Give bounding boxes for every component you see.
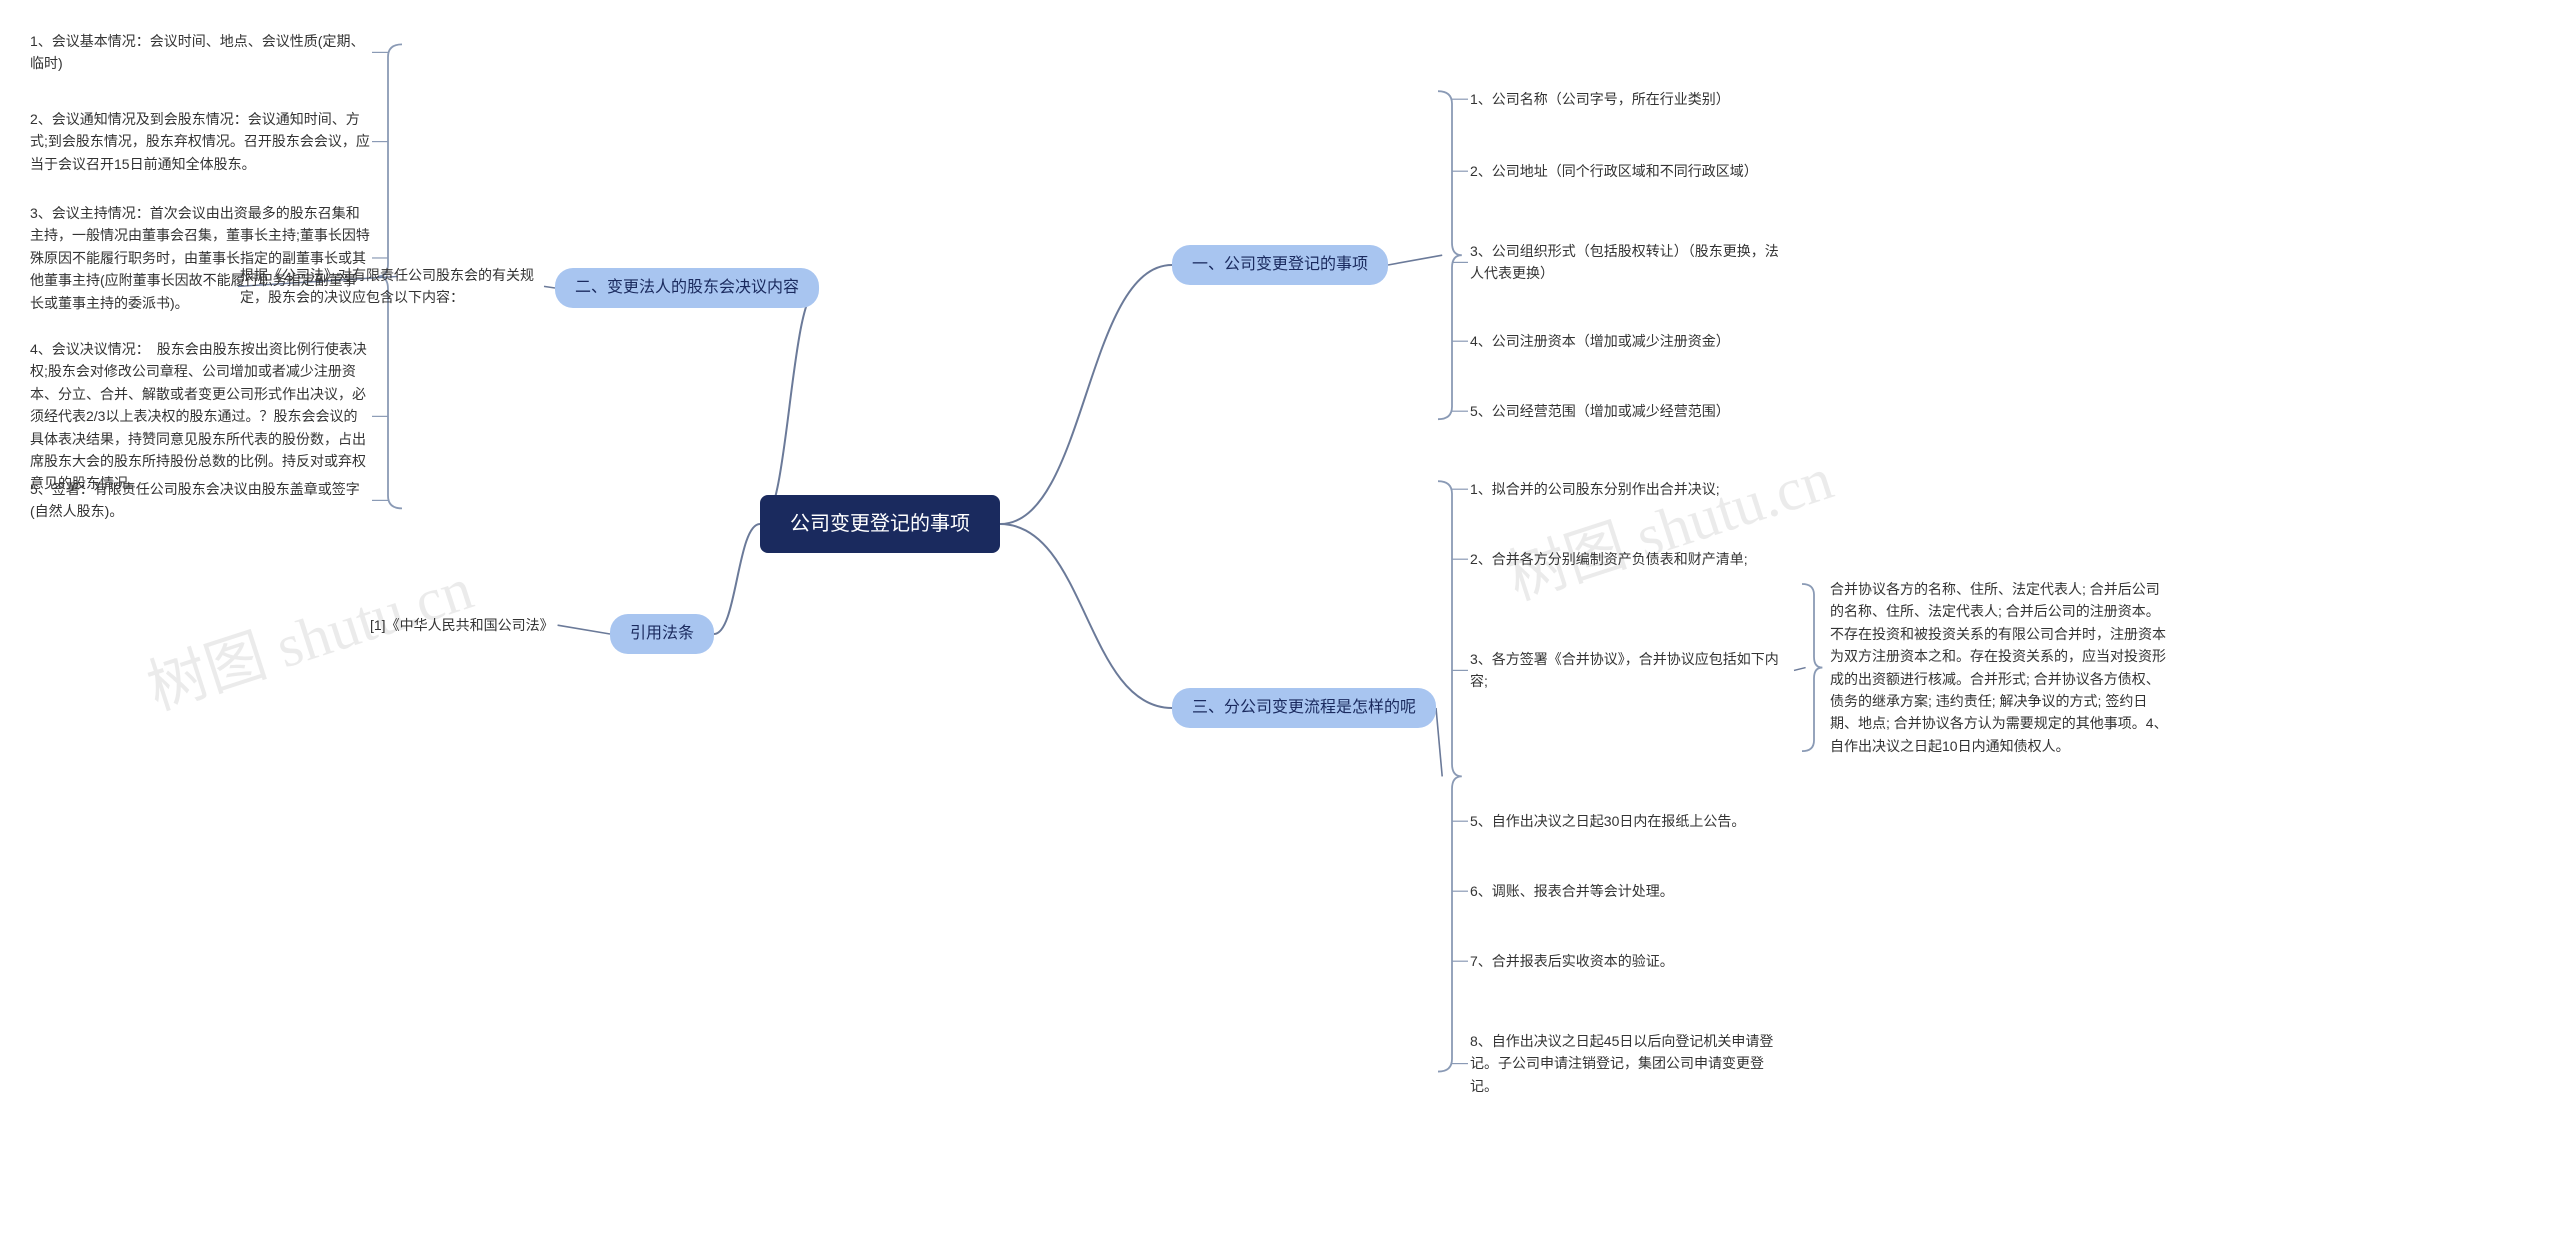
b1-leaf-1: 1、公司名称（公司字号，所在行业类别）	[1470, 88, 1730, 110]
b3-leaf-2: 2、合并各方分别编制资产负债表和财产清单;	[1470, 548, 1748, 570]
branch-4-leaf: [1]《中华人民共和国公司法》	[370, 614, 554, 636]
b2-leaf-2: 2、会议通知情况及到会股东情况：会议通知时间、方式;到会股东情况，股东弃权情况。…	[30, 108, 370, 175]
b2-leaf-4: 4、会议决议情况： 股东会由股东按出资比例行使表决权;股东会对修改公司章程、公司…	[30, 338, 370, 495]
b2-leaf-3: 3、会议主持情况：首次会议由出资最多的股东召集和主持，一般情况由董事会召集，董事…	[30, 202, 370, 314]
b2-leaf-5: 5、签署：有限责任公司股东会决议由股东盖章或签字(自然人股东)。	[30, 478, 370, 523]
branch-4: 引用法条	[610, 614, 714, 654]
b3-leaf-5: 5、自作出决议之日起30日内在报纸上公告。	[1470, 810, 1745, 832]
branch-3: 三、分公司变更流程是怎样的呢	[1172, 688, 1436, 728]
b1-leaf-3: 3、公司组织形式（包括股权转让）（股东更换，法人代表更换）	[1470, 240, 1790, 285]
b1-leaf-4: 4、公司注册资本（增加或减少注册资金）	[1470, 330, 1730, 352]
b3-leaf-3-detail: 合并协议各方的名称、住所、法定代表人; 合并后公司的名称、住所、法定代表人; 合…	[1830, 578, 2170, 757]
b3-leaf-1: 1、拟合并的公司股东分别作出合并决议;	[1470, 478, 1720, 500]
b3-leaf-3: 3、各方签署《合并协议》，合并协议应包括如下内容;	[1470, 648, 1790, 693]
branch-1: 一、公司变更登记的事项	[1172, 245, 1388, 285]
b3-leaf-7: 7、合并报表后实收资本的验证。	[1470, 950, 1674, 972]
b3-leaf-6: 6、调账、报表合并等会计处理。	[1470, 880, 1674, 902]
b1-leaf-2: 2、公司地址（同个行政区域和不同行政区域）	[1470, 160, 1758, 182]
b3-leaf-8: 8、自作出决议之日起45日以后向登记机关申请登记。子公司申请注销登记，集团公司申…	[1470, 1030, 1790, 1097]
b1-leaf-5: 5、公司经营范围（增加或减少经营范围）	[1470, 400, 1730, 422]
branch-2: 二、变更法人的股东会决议内容	[555, 268, 819, 308]
root-node: 公司变更登记的事项	[760, 495, 1000, 553]
watermark-2: 树图 shutu.cn	[1495, 430, 1842, 617]
b2-leaf-1: 1、会议基本情况：会议时间、地点、会议性质(定期、临时)	[30, 30, 370, 75]
